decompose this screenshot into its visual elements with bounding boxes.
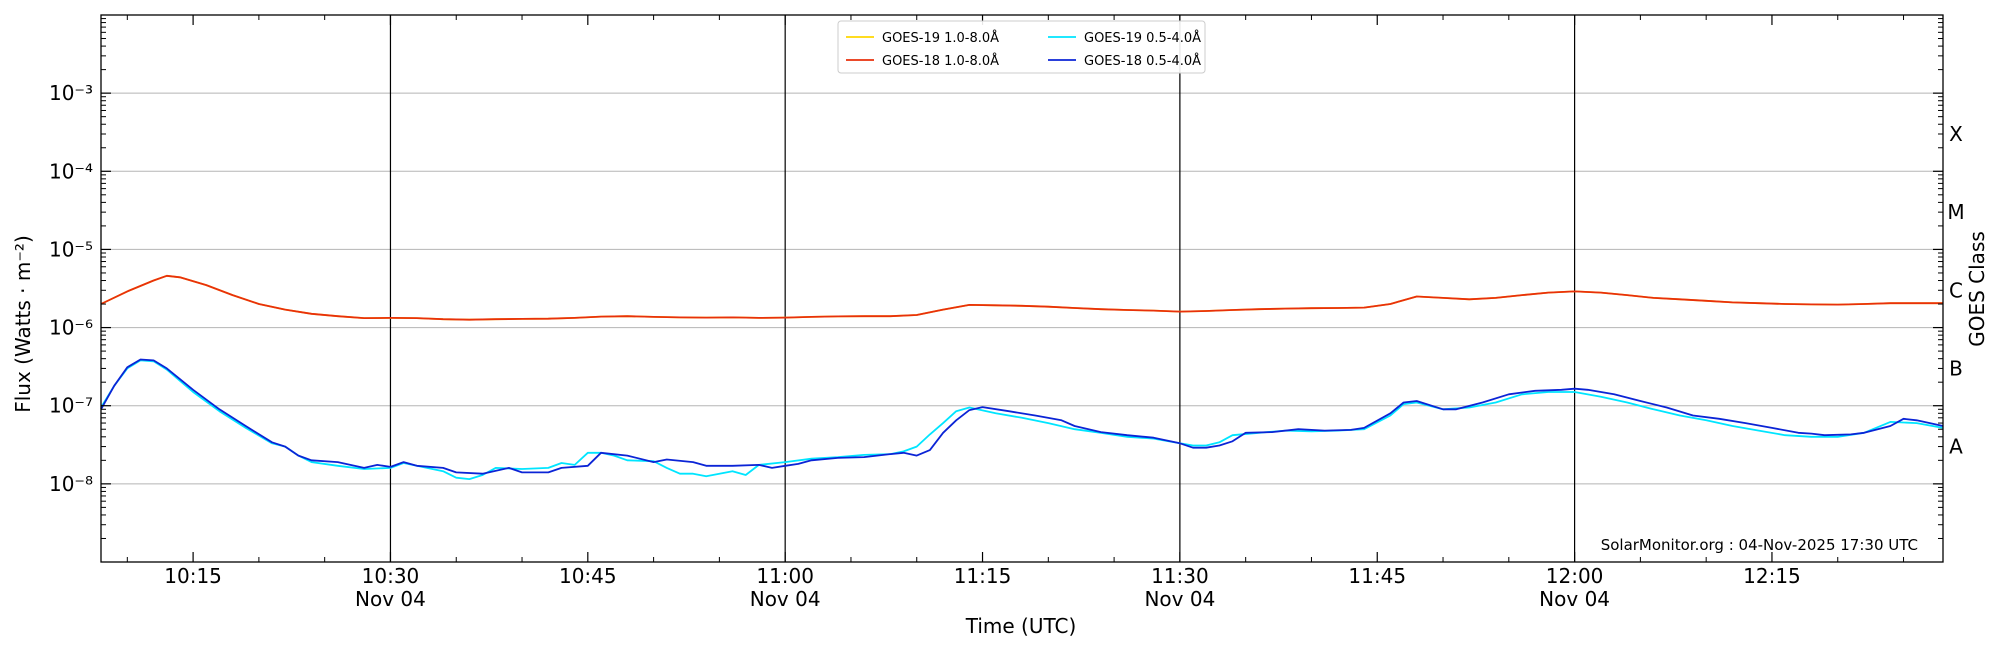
legend: GOES-19 1.0-8.0Å GOES-18 1.0-8.0Å GOES-19 … bbox=[837, 20, 1206, 74]
x-tick-date-label: Nov 04 bbox=[1539, 587, 1610, 611]
legend-label: GOES-19 0.5-4.0Å bbox=[1084, 30, 1201, 46]
x-axis-title: Time (UTC) bbox=[965, 614, 1077, 638]
plot-frame bbox=[100, 14, 1944, 563]
y-tick-label: 10⁻⁸ bbox=[49, 472, 93, 496]
credit-label: SolarMonitor.org : 04-Nov-2025 17:30 UTC bbox=[1601, 536, 1918, 554]
x-tick-date-label: Nov 04 bbox=[355, 587, 426, 611]
goes-class-label: A bbox=[1949, 435, 1963, 459]
y-tick-label: 10⁻⁴ bbox=[49, 159, 93, 183]
x-tick-label: 10:45 bbox=[559, 564, 617, 588]
goes-class-label: M bbox=[1947, 200, 1964, 224]
x-tick-label: 12:15 bbox=[1743, 564, 1801, 588]
grid-layer bbox=[101, 92, 1943, 485]
x-tick-date-label: Nov 04 bbox=[750, 587, 821, 611]
x-tick-label: 10:15 bbox=[164, 564, 222, 588]
legend-label: GOES-18 0.5-4.0Å bbox=[1084, 53, 1201, 69]
legend-label: GOES-18 1.0-8.0Å bbox=[882, 53, 999, 69]
y-axis-title-right: GOES Class bbox=[1965, 231, 1989, 347]
y-axis-title: Flux (Watts · m⁻²) bbox=[11, 235, 35, 413]
goes-class-label: B bbox=[1949, 356, 1963, 380]
x-tick-label: 11:30 bbox=[1151, 564, 1209, 588]
x-tick-label: 11:15 bbox=[954, 564, 1012, 588]
vertical-day-lines bbox=[389, 15, 1576, 562]
series-line-2 bbox=[100, 274, 1943, 321]
x-tick-label: 11:00 bbox=[756, 564, 814, 588]
y-tick-label: 10⁻³ bbox=[49, 81, 93, 105]
series-line-3 bbox=[100, 359, 1944, 481]
legend-box bbox=[837, 20, 1206, 74]
y-tick-label: 10⁻⁶ bbox=[49, 316, 93, 340]
x-tick-label: 11:45 bbox=[1348, 564, 1406, 588]
series-layer bbox=[100, 274, 1944, 481]
x-tick-label: 10:30 bbox=[362, 564, 420, 588]
series-line-4 bbox=[100, 358, 1944, 475]
goes-class-labels: A B C M X bbox=[1947, 122, 1964, 459]
y-tick-label: 10⁻⁵ bbox=[49, 237, 93, 261]
y-tick-label: 10⁻⁷ bbox=[49, 394, 93, 418]
goes-class-label: C bbox=[1949, 278, 1963, 302]
goes-class-label: X bbox=[1949, 122, 1963, 146]
x-tick-date-label: Nov 04 bbox=[1144, 587, 1215, 611]
x-tick-label: 12:00 bbox=[1546, 564, 1604, 588]
legend-label: GOES-19 1.0-8.0Å bbox=[882, 30, 999, 46]
